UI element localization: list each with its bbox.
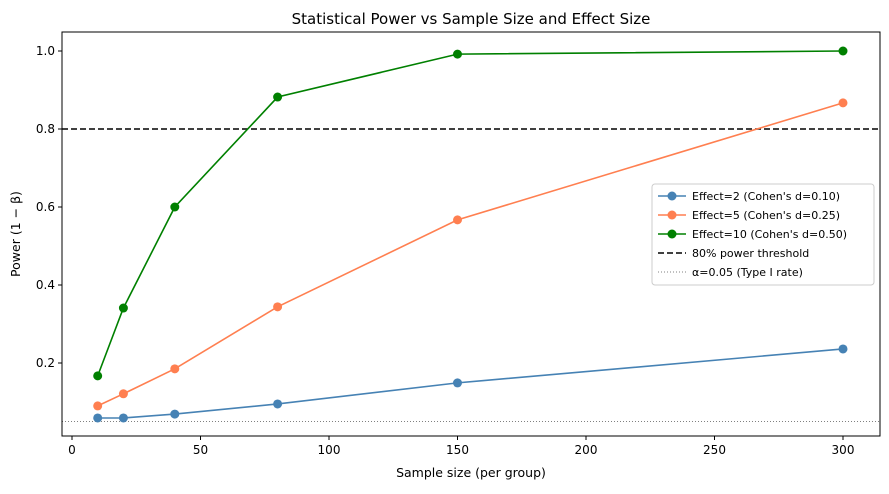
x-tick-label: 0 <box>68 443 76 457</box>
data-point <box>93 413 103 423</box>
data-point <box>453 49 462 59</box>
x-axis-label: Sample size (per group) <box>396 465 546 480</box>
y-tick-label: 0.2 <box>36 356 55 370</box>
legend-box <box>651 183 875 286</box>
x-tick-label: 300 <box>832 443 855 457</box>
legend-label: Effect=2 (Cohen's d=0.10) <box>692 190 840 203</box>
x-tick-label: 50 <box>193 443 208 457</box>
data-point <box>838 98 848 108</box>
series-line-0 <box>97 348 844 419</box>
data-point <box>93 401 103 411</box>
y-tick-label: 0.4 <box>36 278 55 292</box>
y-axis-label: Power (1 − β) <box>8 191 23 277</box>
data-point <box>273 399 283 409</box>
data-point <box>118 413 128 423</box>
legend-label: α=0.05 (Type I rate) <box>692 266 803 279</box>
data-point <box>273 92 283 102</box>
x-tick-label: 150 <box>446 443 469 457</box>
data-point <box>838 344 848 354</box>
data-point <box>118 389 128 399</box>
legend-marker <box>667 191 677 201</box>
legend-marker <box>667 229 677 239</box>
legend-label: 80% power threshold <box>692 247 809 260</box>
data-point <box>93 371 103 381</box>
y-tick-label: 1.0 <box>36 44 55 58</box>
x-tick-label: 200 <box>575 443 598 457</box>
x-tick-label: 100 <box>318 443 341 457</box>
y-tick-label: 0.8 <box>36 122 55 136</box>
legend-marker <box>667 210 677 220</box>
data-point <box>170 364 180 374</box>
series-line-2 <box>96 50 844 377</box>
chart-title: Statistical Power vs Sample Size and Eff… <box>292 10 651 28</box>
y-tick-label: 0.6 <box>36 200 55 214</box>
legend-label: Effect=10 (Cohen's d=0.50) <box>692 228 847 241</box>
plot-frame <box>61 31 881 437</box>
data-point <box>453 378 462 388</box>
series-line-1 <box>97 102 844 407</box>
data-point <box>170 202 180 212</box>
data-point <box>838 46 848 56</box>
data-point <box>273 302 283 312</box>
x-tick-label: 250 <box>703 443 726 457</box>
data-point <box>170 409 180 419</box>
data-point <box>118 303 128 313</box>
legend-label: Effect=5 (Cohen's d=0.25) <box>692 209 840 222</box>
data-point <box>453 215 462 225</box>
